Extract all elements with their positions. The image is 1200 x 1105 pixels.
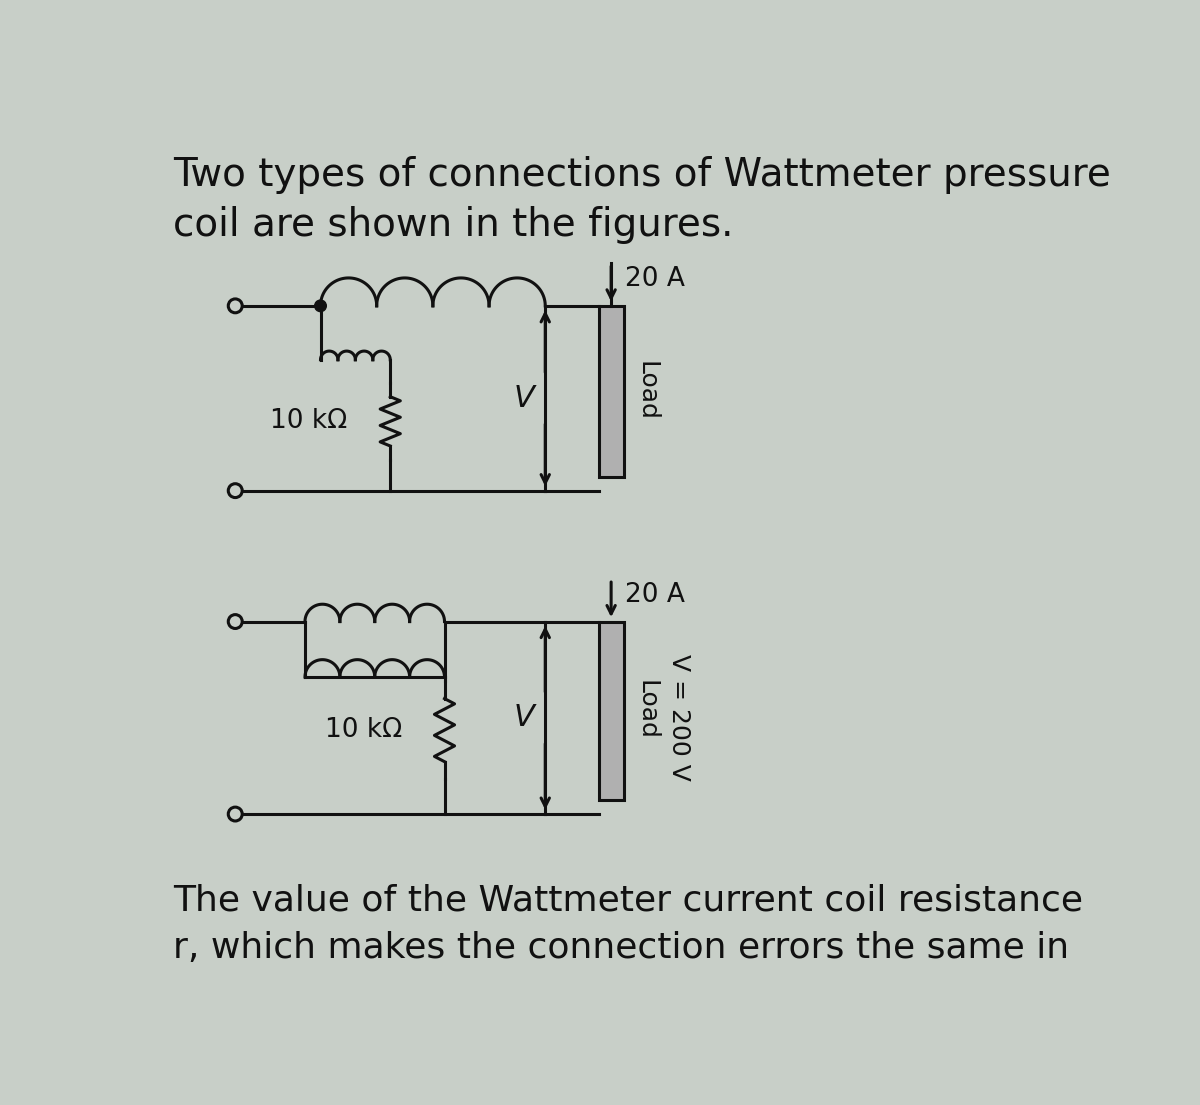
Text: Two types of connections of Wattmeter pressure: Two types of connections of Wattmeter pr…: [173, 156, 1111, 193]
Text: The value of the Wattmeter current coil resistance: The value of the Wattmeter current coil …: [173, 883, 1084, 917]
Text: 10 kΩ: 10 kΩ: [325, 717, 402, 744]
Text: 10 kΩ: 10 kΩ: [270, 409, 348, 434]
Text: Load: Load: [635, 360, 659, 421]
Text: V = 200 V: V = 200 V: [667, 654, 691, 781]
Text: r, which makes the connection errors the same in: r, which makes the connection errors the…: [173, 932, 1069, 965]
Circle shape: [314, 301, 326, 312]
Text: coil are shown in the figures.: coil are shown in the figures.: [173, 206, 733, 244]
Text: Load: Load: [635, 681, 659, 740]
Text: 20 A: 20 A: [625, 581, 685, 608]
Text: V: V: [514, 703, 534, 733]
Text: V: V: [514, 383, 534, 413]
Bar: [599, 621, 624, 800]
Text: 20 A: 20 A: [625, 266, 685, 292]
Bar: [599, 306, 624, 476]
